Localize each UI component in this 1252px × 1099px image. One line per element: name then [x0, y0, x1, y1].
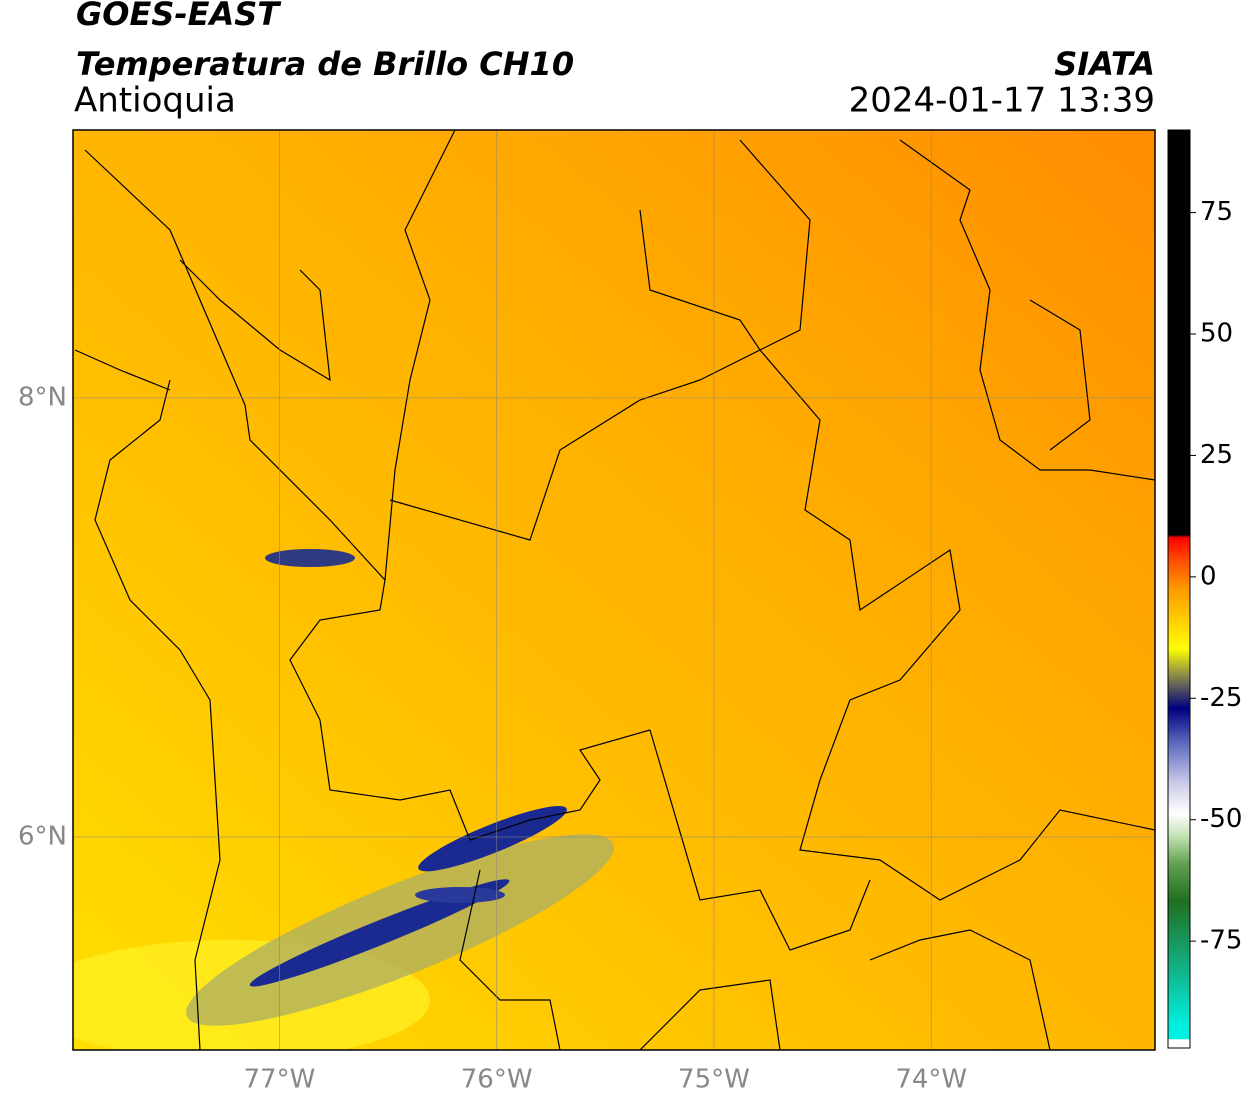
title: GOES-EAST	[76, 0, 281, 33]
colorbar-tick-label: 50	[1200, 319, 1233, 349]
colorbar-tick-label: -75	[1200, 926, 1242, 956]
border	[74, 259, 331, 391]
colorbar-tick-label: 25	[1200, 440, 1233, 470]
map-field	[73, 130, 1155, 1050]
region: Antioquia	[74, 81, 236, 121]
subtitle: Temperatura de Brillo CH10	[76, 45, 574, 83]
colorbar-tick-label: 75	[1200, 197, 1233, 227]
colorbar-tick-label: -25	[1200, 683, 1242, 713]
x-tick-label: 77°W	[244, 1065, 316, 1095]
datetime: 2024-01-17 13:39	[849, 81, 1155, 121]
grid	[73, 130, 1155, 1050]
border	[639, 139, 1155, 481]
cold-cloud	[265, 549, 355, 567]
x-tick-label: 74°W	[895, 1065, 967, 1095]
y-tick-label: 6°N	[18, 822, 67, 852]
map	[73, 130, 1155, 1050]
map-frame	[72, 129, 1156, 1051]
cold-cloud	[415, 887, 505, 903]
border	[389, 349, 1155, 901]
x-tick-label: 75°W	[678, 1065, 750, 1095]
cold-clouds	[186, 806, 614, 1026]
colorbar-tick-label: 0	[1200, 561, 1217, 591]
colorbar	[1167, 129, 1191, 1049]
border	[84, 130, 651, 841]
x-tick-label: 76°W	[461, 1065, 533, 1095]
y-tick-label: 8°N	[18, 382, 67, 412]
border	[94, 379, 1051, 1050]
source: SIATA	[1054, 45, 1155, 83]
colorbar-tick-label: -50	[1200, 804, 1242, 834]
